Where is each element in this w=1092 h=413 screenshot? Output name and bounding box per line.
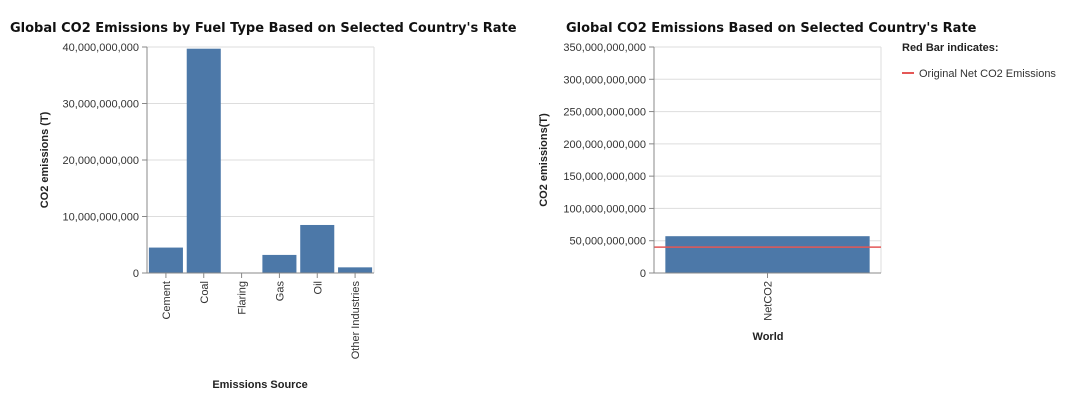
chart2-title: Global CO2 Emissions Based on Selected C… bbox=[566, 21, 977, 36]
chart1-bar-other-industries bbox=[338, 267, 373, 273]
chart2-y-tick-label: 100,000,000,000 bbox=[563, 203, 646, 215]
chart2-y-tick-label: 0 bbox=[640, 268, 646, 280]
chart1-y-tick-label: 20,000,000,000 bbox=[63, 155, 139, 167]
chart1-bar-cement bbox=[148, 247, 183, 273]
chart1-gridlines bbox=[147, 46, 375, 274]
chart1-title: Global CO2 Emissions by Fuel Type Based … bbox=[10, 21, 517, 36]
chart1-x-tick-label: Flaring bbox=[237, 281, 249, 315]
chart1-bars bbox=[148, 48, 373, 273]
chart1-x-axis-title: Emissions Source bbox=[212, 379, 307, 391]
chart2-y-tick-label: 300,000,000,000 bbox=[563, 74, 646, 86]
chart1-y-tick-label: 40,000,000,000 bbox=[63, 42, 139, 54]
chart2-y-tick-label: 50,000,000,000 bbox=[570, 236, 646, 248]
chart2-x-tick-label: NetCO2 bbox=[763, 281, 775, 321]
chart1-y-tick-label: 30,000,000,000 bbox=[63, 99, 139, 111]
chart2-bars bbox=[665, 236, 870, 273]
chart1-bar-gas bbox=[262, 254, 297, 273]
chart1-x-tick-label: Coal bbox=[199, 281, 211, 304]
fuel-type-chart: Global CO2 Emissions by Fuel Type Based … bbox=[10, 21, 517, 391]
chart1-y-ticks: 0 10,000,000,000 20,000,000,000 30,000,000,… bbox=[63, 42, 147, 280]
chart1-y-axis-title: CO2 emissions (T) bbox=[39, 111, 51, 208]
chart1-x-tick-label: Gas bbox=[274, 281, 286, 302]
chart2-y-axis-title: CO2 emissions(T) bbox=[538, 113, 550, 207]
chart1-bar-oil bbox=[300, 224, 335, 273]
chart1-x-tick-label: Oil bbox=[312, 281, 324, 294]
chart2-y-tick-label: 250,000,000,000 bbox=[563, 107, 646, 119]
chart2-bar-netco2 bbox=[665, 236, 870, 273]
chart2-x-ticks: NetCO2 bbox=[763, 273, 775, 321]
chart2-y-tick-label: 200,000,000,000 bbox=[563, 139, 646, 151]
chart1-bar-coal bbox=[186, 48, 221, 273]
chart1-x-ticks: Cement Coal Flaring Gas Oil Other Industries bbox=[161, 273, 362, 359]
chart1-x-tick-label: Cement bbox=[161, 281, 173, 320]
chart2-x-axis-title: World bbox=[753, 331, 784, 343]
chart2-legend: Red Bar indicates: Original Net CO2 Emis… bbox=[902, 42, 1056, 80]
net-co2-chart: Global CO2 Emissions Based on Selected C… bbox=[538, 21, 1056, 343]
chart1-y-tick-label: 0 bbox=[133, 268, 139, 280]
chart2-y-ticks: 0 50,000,000,000 100,000,000,000 150,000,00… bbox=[563, 42, 654, 280]
chart2-y-tick-label: 150,000,000,000 bbox=[563, 171, 646, 183]
chart1-y-tick-label: 10,000,000,000 bbox=[63, 212, 139, 224]
legend-title: Red Bar indicates: bbox=[902, 42, 999, 54]
chart1-x-tick-label: Other Industries bbox=[350, 281, 362, 360]
chart2-y-tick-label: 350,000,000,000 bbox=[563, 42, 646, 54]
legend-item-label: Original Net CO2 Emissions bbox=[919, 68, 1056, 80]
